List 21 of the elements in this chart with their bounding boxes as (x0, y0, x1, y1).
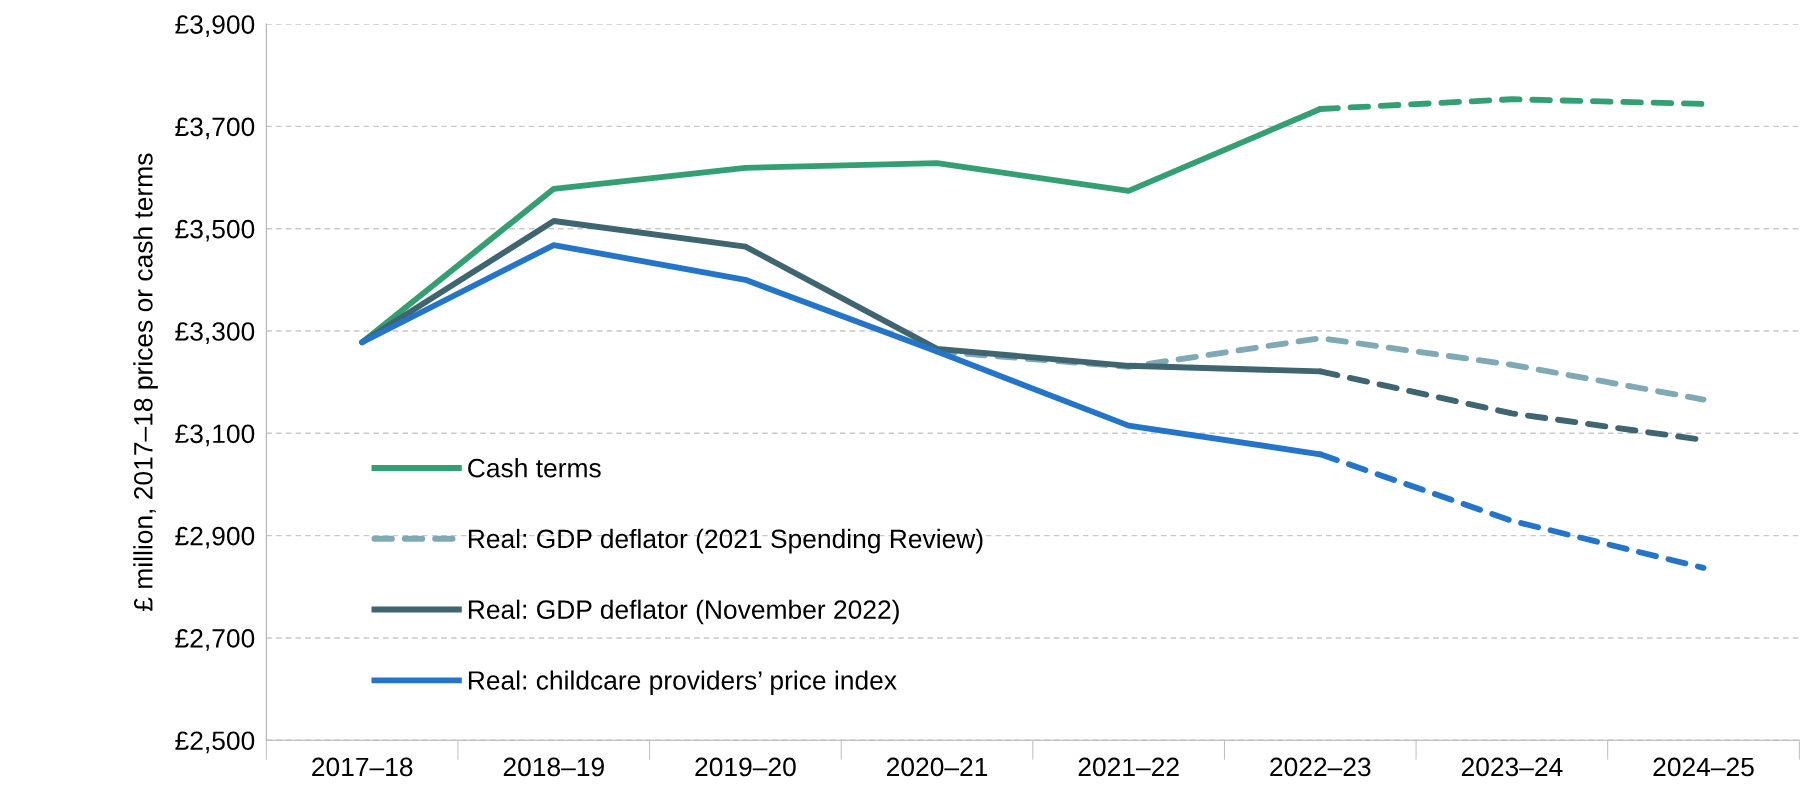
y-tick-label: £2,700 (175, 629, 255, 651)
x-tick-label: 2023–24 (1461, 757, 1563, 777)
x-tick-label: 2024–25 (1653, 757, 1754, 777)
y-tick-label: £2,500 (175, 731, 255, 754)
legend-label: Real: GDP deflator (November 2022) (468, 599, 899, 625)
x-tick-label: 2018–19 (503, 757, 604, 777)
x-tick-label: 2019–20 (695, 757, 796, 777)
y-tick-label: £2,900 (175, 526, 255, 549)
y-tick-label: £3,500 (175, 219, 255, 242)
x-tick-label: 2017–18 (312, 757, 413, 777)
x-tick-label: 2020–21 (887, 757, 988, 777)
y-tick-label: £3,700 (175, 117, 255, 140)
y-axis-title: £ million, 2017–18 prices or cash terms (133, 153, 158, 611)
x-tick-label: 2022–23 (1270, 757, 1371, 777)
legend-label: Real: GDP deflator (2021 Spending Review) (468, 528, 983, 554)
y-tick-label: £3,100 (175, 424, 255, 447)
legend-label: Cash terms (468, 458, 601, 478)
legend-label: Real: childcare providers’ price index (468, 670, 897, 696)
y-tick-label: £3,300 (175, 322, 255, 344)
x-tick-label: 2021–22 (1078, 757, 1179, 777)
y-tick-label: £3,900 (175, 15, 255, 37)
